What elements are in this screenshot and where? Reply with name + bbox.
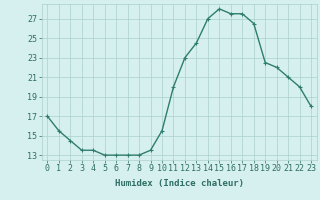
- X-axis label: Humidex (Indice chaleur): Humidex (Indice chaleur): [115, 179, 244, 188]
